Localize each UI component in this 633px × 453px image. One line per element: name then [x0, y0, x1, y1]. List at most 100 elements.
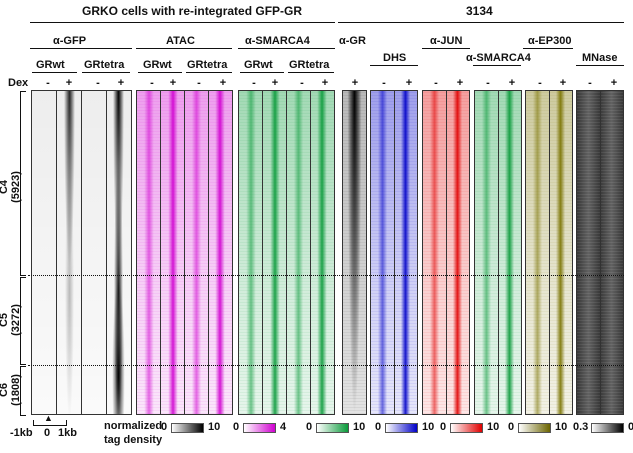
- heatmap-lane: [239, 91, 263, 414]
- label-gfp-grwt: GRwt: [36, 59, 65, 71]
- heatmap-lane: [208, 91, 232, 414]
- heatmap-lane: [343, 91, 366, 414]
- dex-minus-sign: -: [486, 77, 490, 89]
- dex-minus-sign: -: [434, 77, 438, 89]
- dex-plus-sign: +: [321, 77, 329, 89]
- heatmap-mnase: [576, 90, 624, 415]
- axis-right-label: 1kb: [58, 427, 77, 439]
- colorbar-min-label: 0: [508, 421, 515, 433]
- heatmap-lane: [310, 91, 334, 414]
- divider-c5-c6: [28, 365, 624, 366]
- colorbar: [171, 423, 204, 433]
- label-jun: α-JUN: [430, 35, 463, 47]
- heatmap-lane: [446, 91, 469, 414]
- dex-plus-sign: +: [117, 77, 125, 89]
- smarca4-right-underline: [473, 65, 521, 66]
- heatmap-lane: [137, 91, 161, 414]
- cluster-c5-bracket: [20, 277, 26, 365]
- lane-separator: [207, 91, 209, 414]
- dex-minus-sign: -: [538, 77, 542, 89]
- dex-minus-sign: -: [382, 77, 386, 89]
- colorbar-max-label: 10: [422, 421, 435, 433]
- heatmap-lane: [371, 91, 394, 414]
- colorbar-max-label: 10: [353, 421, 366, 433]
- dex-plus-sign: +: [271, 77, 279, 89]
- heatmap-lane: [526, 91, 549, 414]
- label-smarca4-right: α-SMARCA4: [466, 52, 531, 64]
- colorbar-max-label: 10: [555, 421, 568, 433]
- colorbar: [591, 423, 624, 433]
- colorbar: [450, 423, 483, 433]
- divider-c4-c5: [28, 275, 624, 276]
- cluster-c6-bracket: [20, 366, 26, 416]
- heatmap-dhs: [370, 90, 418, 415]
- lane-separator: [160, 91, 162, 414]
- label-gr: α-GR: [339, 35, 366, 47]
- title-right: 3134: [466, 4, 493, 18]
- dex-minus-sign: -: [252, 77, 256, 89]
- heatmap-gfp: [31, 90, 132, 415]
- heatmap-atac: [136, 90, 233, 415]
- label-ep300: α-EP300: [528, 35, 572, 47]
- dex-plus-sign: +: [508, 77, 516, 89]
- dex-plus-sign: +: [405, 77, 413, 89]
- lane-separator: [81, 91, 82, 414]
- heatmap-ep300: [525, 90, 573, 415]
- dex-minus-sign: -: [588, 77, 592, 89]
- title-left: GRKO cells with re-integrated GFP-GR: [82, 4, 303, 18]
- lane-separator: [105, 91, 107, 414]
- jun-underline: [422, 48, 470, 49]
- dex-plus-sign: +: [65, 77, 73, 89]
- colorbar: [243, 423, 276, 433]
- cluster-c5-name: C5: [0, 312, 10, 328]
- dex-plus-sign: +: [610, 77, 618, 89]
- dex-minus-sign: -: [150, 77, 154, 89]
- dex-minus-sign: -: [300, 77, 304, 89]
- dex-minus-sign: -: [96, 77, 100, 89]
- heatmap-lane: [600, 91, 623, 414]
- lane-separator: [309, 91, 311, 414]
- cluster-c4-name: C4: [0, 179, 10, 195]
- lane-separator: [286, 91, 287, 414]
- lane-separator: [548, 91, 550, 414]
- gfp-underline: [30, 48, 132, 49]
- lane-separator: [262, 91, 264, 414]
- axis-tick-bracket: [33, 420, 67, 426]
- dex-plus-sign: +: [169, 77, 177, 89]
- colorbar-min-label: 0.3: [573, 421, 589, 433]
- heatmap-lane: [549, 91, 572, 414]
- heatmap-smarca4-left: [238, 90, 335, 415]
- colorbar: [385, 423, 418, 433]
- dex-minus-sign: -: [197, 77, 201, 89]
- heatmap-lane: [286, 91, 311, 414]
- cluster-c5-label: C5 (3272): [0, 295, 22, 345]
- heatmap-lane: [56, 91, 82, 414]
- axis-left-label: -1kb: [10, 427, 33, 439]
- heatmap-lane: [160, 91, 185, 414]
- gfp-grwt-underline: [32, 72, 77, 73]
- dex-plus-sign: +: [351, 77, 359, 89]
- label-smarca4-grwt: GRwt: [244, 59, 273, 71]
- cluster-c4-label: C4 (5923): [0, 162, 22, 212]
- label-gfp-grtetra: GRtetra: [84, 59, 125, 71]
- heatmap-lane: [32, 91, 57, 414]
- colorbar-min-label: 0: [233, 421, 240, 433]
- heatmap-gr: [342, 90, 367, 415]
- colorbar-min-label: 0: [306, 421, 313, 433]
- cluster-c4-bracket: [20, 91, 26, 276]
- heatmap-lane: [498, 91, 521, 414]
- cluster-c6-name: C6: [0, 382, 10, 398]
- lane-separator: [445, 91, 447, 414]
- heatmap-lane: [184, 91, 209, 414]
- heatmap-lane: [106, 91, 131, 414]
- atac-grtetra-underline: [186, 72, 232, 73]
- label-atac-grwt: GRwt: [143, 59, 172, 71]
- atac-underline: [136, 48, 232, 49]
- label-mnase: MNase: [582, 52, 618, 64]
- colorbar-max-label: 4: [280, 421, 287, 433]
- colorbar-min-label: 0: [375, 421, 382, 433]
- ep300-underline: [523, 48, 573, 49]
- dex-plus-sign: +: [456, 77, 464, 89]
- label-smarca4-left: α-SMARCA4: [245, 35, 310, 47]
- colorbar-max-label: 0.5: [628, 421, 633, 433]
